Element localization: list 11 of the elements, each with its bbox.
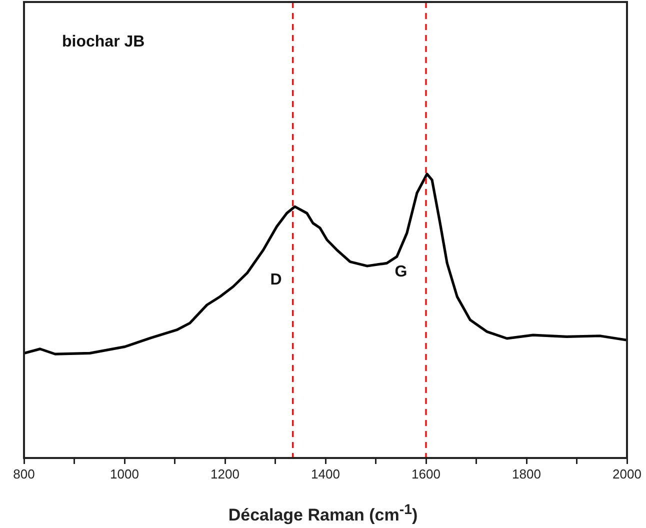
text: biochar JB bbox=[62, 33, 145, 50]
annotation: D bbox=[270, 271, 282, 288]
x-tick-label: 1000 bbox=[110, 466, 139, 482]
x-tick-label: 2000 bbox=[612, 466, 642, 482]
annotation: G bbox=[394, 263, 408, 280]
x-axis-title: Décalage Raman (cm$^{-1}$) bbox=[227, 502, 419, 526]
x-tick-label: 1800 bbox=[512, 466, 541, 482]
x-tick-label: 1600 bbox=[412, 466, 440, 482]
x-tick-label: 800 bbox=[13, 466, 35, 482]
x-tick-label: 1200 bbox=[210, 466, 240, 482]
x-tick-label: 1400 bbox=[311, 466, 340, 482]
